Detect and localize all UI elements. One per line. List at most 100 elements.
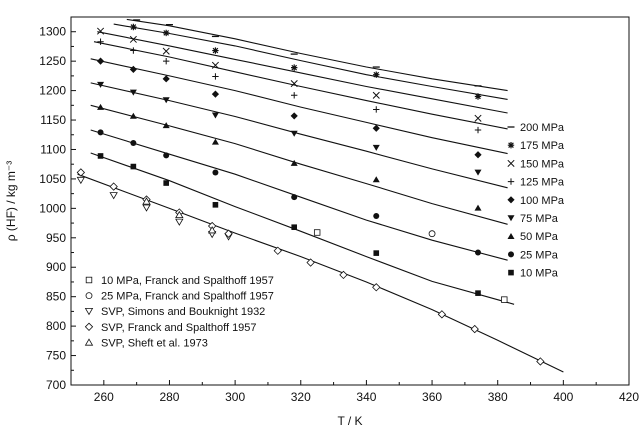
- literature-legend: 10 MPa, Franck and Spalthoff 1957 25 MPa,…: [84, 275, 274, 349]
- data-point: [291, 64, 298, 71]
- data-point: [373, 106, 380, 113]
- data-point: [97, 38, 104, 45]
- data-point: [211, 61, 219, 69]
- data-point: [212, 47, 219, 54]
- data-point: [475, 290, 481, 296]
- data-point: [372, 144, 380, 151]
- x-axis-title: T / K: [337, 414, 362, 428]
- data-point: [142, 204, 151, 212]
- x-tick-label: 400: [553, 390, 573, 404]
- data-point: [273, 246, 282, 255]
- legend-label: 10 MPa: [520, 268, 559, 280]
- data-point: [97, 153, 104, 159]
- isobar-line: [97, 31, 508, 114]
- data-point: [536, 357, 545, 366]
- legend-label: 150 MPa: [520, 158, 565, 170]
- data-point: [76, 176, 86, 185]
- isobar-line: [93, 41, 508, 130]
- data-point: [130, 163, 137, 170]
- data-point: [97, 103, 105, 110]
- legend-marker: [508, 251, 514, 258]
- legend-marker: [508, 269, 514, 276]
- data-point: [97, 81, 105, 88]
- legend-marker: [507, 142, 515, 149]
- data-point: [76, 168, 86, 177]
- data-point: [109, 192, 118, 200]
- data-point: [474, 169, 482, 176]
- legend-marker: [507, 215, 515, 222]
- isobar-line: [90, 104, 508, 225]
- data-point: [129, 89, 137, 96]
- legend-marker: [507, 159, 515, 167]
- data-point: [162, 75, 170, 83]
- x-tick-label: 320: [291, 390, 311, 404]
- data-point: [291, 194, 298, 201]
- y-tick-label: 950: [46, 231, 66, 245]
- data-point: [211, 138, 219, 145]
- legend-label: 50 MPa: [520, 231, 559, 243]
- data-point: [175, 218, 184, 226]
- legend-marker: [85, 276, 93, 284]
- data-point: [96, 27, 105, 35]
- data-point: [163, 152, 170, 159]
- data-points: [76, 19, 545, 366]
- x-tick-label: 260: [94, 390, 114, 404]
- legend-label: 75 MPa: [520, 213, 559, 225]
- data-point: [373, 213, 380, 220]
- axis-ticks: 260 280 300 320 340 360 380 400 420 700 750 800 850 9…: [39, 25, 639, 404]
- data-point: [474, 204, 482, 211]
- data-point: [291, 224, 297, 231]
- data-point: [162, 122, 170, 129]
- data-point: [224, 229, 233, 238]
- data-point: [501, 296, 508, 303]
- data-point: [175, 210, 184, 219]
- y-axis-title: ρ (HF) / kg m⁻³: [4, 161, 18, 241]
- isobar-line: [113, 23, 508, 100]
- isobar-legend: 200 MPa 175 MPa 150 MPa 125 MPa 100 MPa 75 MP…: [507, 122, 565, 280]
- data-point: [290, 79, 298, 88]
- data-point: [290, 130, 298, 137]
- data-point: [207, 226, 217, 234]
- data-point: [130, 140, 137, 147]
- legend-label: 10 MPa, Franck and Spalthoff 1957: [101, 275, 274, 287]
- y-tick-label: 850: [46, 290, 66, 304]
- data-point: [162, 47, 170, 55]
- fit-lines: [77, 18, 564, 373]
- y-tick-label: 1100: [40, 142, 66, 156]
- legend-label: 25 MPa: [520, 249, 559, 261]
- legend-label: 100 MPa: [520, 195, 565, 207]
- legend-label: 200 MPa: [520, 122, 565, 134]
- legend-label: SVP, Franck and Spalthoff 1957: [101, 322, 257, 334]
- x-tick-label: 300: [225, 390, 245, 404]
- x-tick-label: 380: [488, 390, 508, 404]
- x-tick-label: 340: [356, 390, 376, 404]
- data-point: [313, 229, 321, 236]
- data-point: [162, 57, 170, 65]
- data-point: [372, 124, 380, 132]
- data-point: [130, 47, 137, 54]
- isobar-line: [90, 152, 515, 305]
- legend-marker: [84, 308, 94, 316]
- x-tick-label: 280: [159, 390, 179, 404]
- data-point: [306, 258, 315, 267]
- data-point: [129, 112, 137, 119]
- data-point: [339, 270, 348, 280]
- y-tick-label: 800: [46, 319, 66, 333]
- data-point: [474, 151, 482, 159]
- data-point: [212, 73, 219, 80]
- data-point: [109, 182, 118, 191]
- data-point: [470, 324, 479, 334]
- legend-marker: [507, 233, 515, 239]
- data-point: [142, 197, 151, 205]
- data-point: [474, 114, 482, 122]
- data-point: [97, 129, 104, 136]
- isobar-line: [126, 18, 508, 92]
- data-point: [129, 35, 137, 43]
- data-point: [212, 169, 219, 176]
- legend-marker: [84, 338, 94, 346]
- y-tick-label: 900: [46, 260, 66, 274]
- data-point: [474, 126, 482, 134]
- isobar-line: [90, 129, 508, 261]
- data-point: [437, 310, 447, 319]
